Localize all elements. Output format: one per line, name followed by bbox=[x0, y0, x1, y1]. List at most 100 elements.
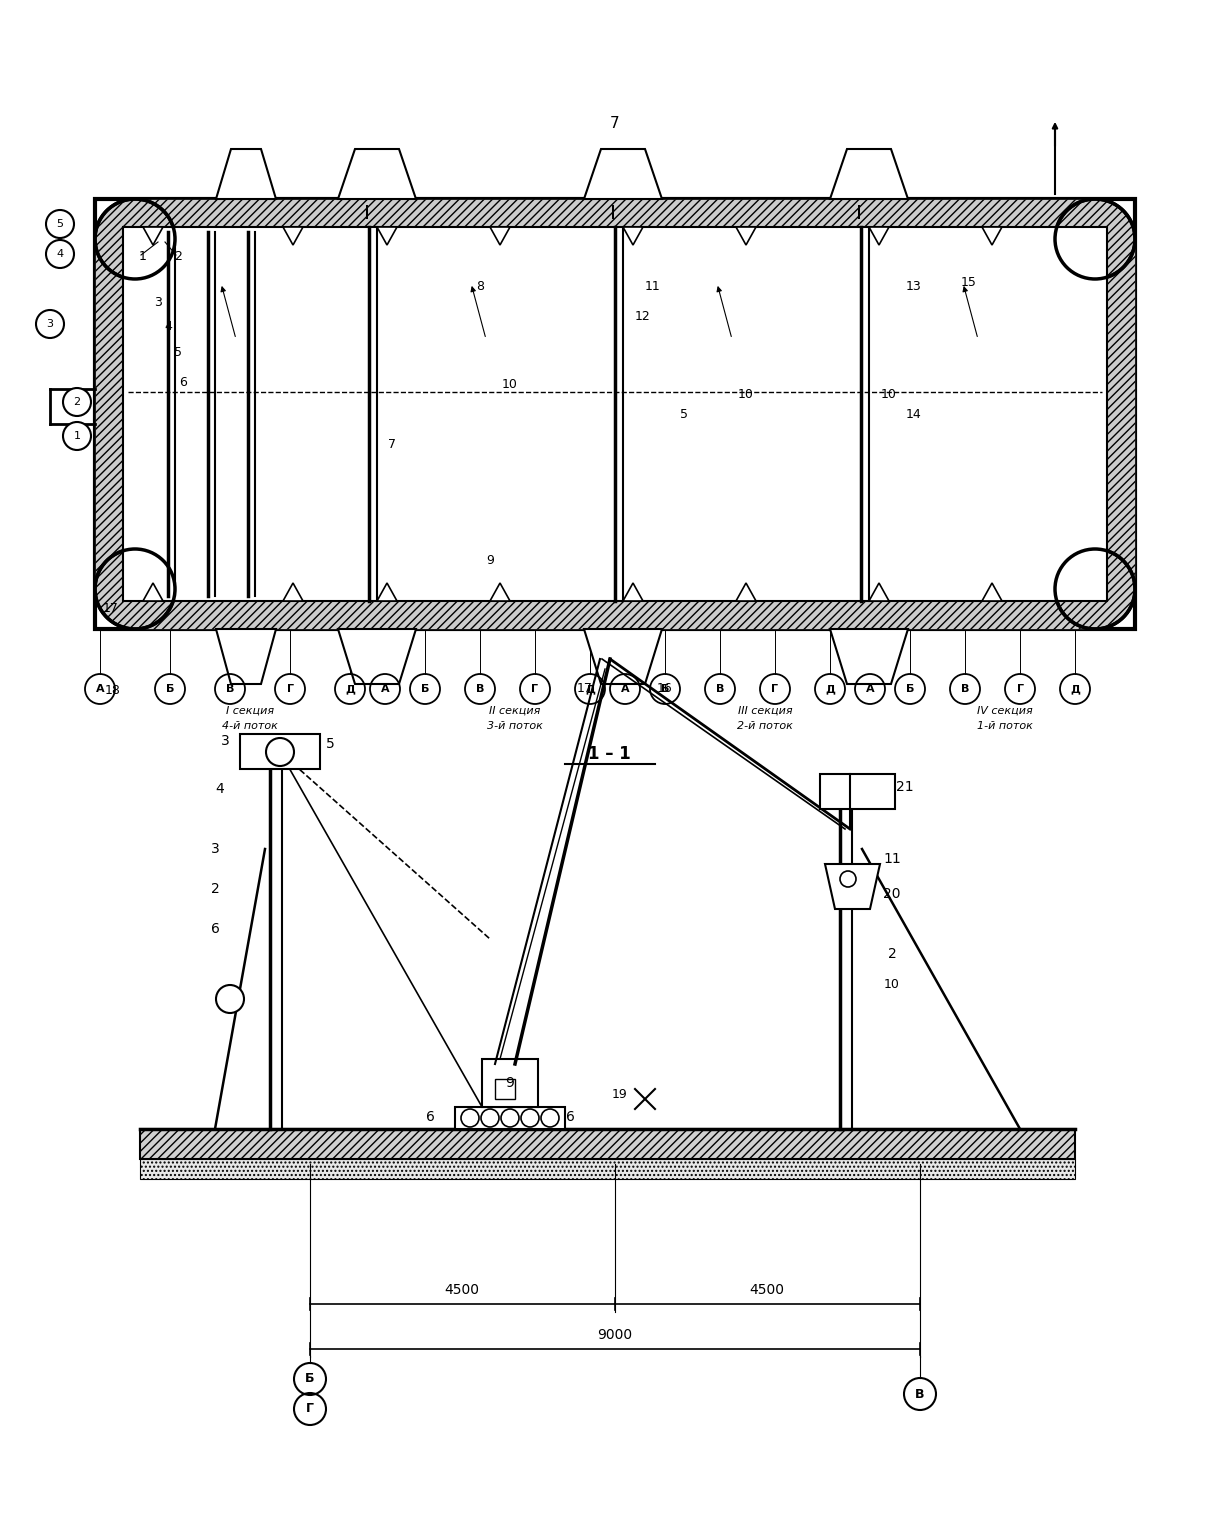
Polygon shape bbox=[736, 583, 756, 602]
Text: 10: 10 bbox=[737, 387, 753, 401]
Text: 4-й поток: 4-й поток bbox=[222, 722, 278, 731]
Text: IV секция: IV секция bbox=[978, 706, 1032, 715]
Polygon shape bbox=[584, 629, 662, 684]
Text: 4500: 4500 bbox=[750, 1284, 785, 1297]
Polygon shape bbox=[283, 583, 304, 602]
Text: 2: 2 bbox=[174, 251, 182, 263]
Bar bbox=[1107, 238, 1135, 589]
Text: А: А bbox=[380, 684, 389, 694]
Text: II секция: II секция bbox=[489, 706, 541, 715]
Polygon shape bbox=[833, 630, 906, 682]
Bar bbox=[243, 737, 318, 767]
Polygon shape bbox=[584, 149, 662, 199]
Text: В: В bbox=[475, 684, 484, 694]
Polygon shape bbox=[340, 150, 414, 197]
Polygon shape bbox=[143, 226, 163, 245]
Text: Б: Б bbox=[421, 684, 429, 694]
Polygon shape bbox=[869, 226, 889, 245]
Bar bbox=[135, 199, 1095, 226]
Text: 3: 3 bbox=[46, 319, 54, 330]
Text: В: В bbox=[961, 684, 969, 694]
Text: 6: 6 bbox=[566, 1110, 574, 1124]
Text: 13: 13 bbox=[906, 281, 922, 293]
Text: В: В bbox=[226, 684, 234, 694]
Text: 2: 2 bbox=[211, 883, 219, 896]
Text: 11: 11 bbox=[645, 281, 661, 293]
Circle shape bbox=[521, 1109, 539, 1127]
Text: 1: 1 bbox=[73, 431, 80, 441]
Text: 9: 9 bbox=[486, 554, 494, 568]
Text: 3: 3 bbox=[154, 296, 162, 308]
Bar bbox=[95, 199, 1135, 629]
Bar bbox=[495, 1078, 514, 1100]
Circle shape bbox=[501, 1109, 519, 1127]
Text: 7: 7 bbox=[611, 117, 619, 132]
Polygon shape bbox=[830, 149, 908, 199]
Text: Д: Д bbox=[1070, 684, 1080, 694]
Circle shape bbox=[840, 870, 856, 887]
Polygon shape bbox=[490, 226, 510, 245]
Text: 21: 21 bbox=[896, 779, 914, 794]
Polygon shape bbox=[283, 226, 304, 245]
Polygon shape bbox=[825, 864, 880, 908]
Polygon shape bbox=[377, 583, 397, 602]
Text: 20: 20 bbox=[884, 887, 901, 901]
Circle shape bbox=[266, 738, 294, 766]
Text: 4: 4 bbox=[56, 249, 63, 260]
Polygon shape bbox=[830, 629, 908, 684]
Polygon shape bbox=[338, 629, 416, 684]
Text: 3: 3 bbox=[211, 842, 219, 857]
Polygon shape bbox=[218, 630, 274, 682]
Bar bbox=[482, 1059, 538, 1107]
Circle shape bbox=[541, 1109, 560, 1127]
Polygon shape bbox=[586, 630, 659, 682]
Text: Г: Г bbox=[1017, 684, 1024, 694]
Text: 16: 16 bbox=[657, 682, 673, 696]
Circle shape bbox=[216, 984, 244, 1013]
Bar bbox=[135, 602, 1095, 629]
Text: Г: Г bbox=[286, 684, 294, 694]
Text: 5: 5 bbox=[174, 345, 182, 358]
Text: 9000: 9000 bbox=[597, 1328, 633, 1341]
Polygon shape bbox=[340, 630, 414, 682]
Polygon shape bbox=[218, 150, 274, 197]
Text: 14: 14 bbox=[906, 407, 922, 421]
Text: 10: 10 bbox=[502, 378, 518, 390]
Polygon shape bbox=[983, 583, 1002, 602]
Text: 2-й поток: 2-й поток bbox=[737, 722, 792, 731]
Text: Г: Г bbox=[531, 684, 539, 694]
Bar bbox=[455, 1107, 564, 1129]
Text: 5: 5 bbox=[325, 737, 334, 750]
Text: 3: 3 bbox=[221, 734, 229, 747]
Text: 6: 6 bbox=[179, 375, 187, 389]
Bar bbox=[140, 1159, 1075, 1179]
Circle shape bbox=[63, 422, 91, 450]
Text: 1: 1 bbox=[139, 251, 147, 263]
Polygon shape bbox=[143, 583, 163, 602]
Text: Д: Д bbox=[825, 684, 835, 694]
Polygon shape bbox=[983, 226, 1002, 245]
Text: 4: 4 bbox=[165, 321, 172, 334]
Text: 19: 19 bbox=[612, 1088, 628, 1100]
Text: 9: 9 bbox=[506, 1075, 514, 1091]
Text: 6: 6 bbox=[425, 1110, 434, 1124]
Bar bbox=[240, 734, 321, 769]
Text: 18: 18 bbox=[105, 685, 121, 697]
Text: 2: 2 bbox=[887, 946, 896, 962]
Text: В: В bbox=[915, 1387, 925, 1401]
Circle shape bbox=[95, 199, 176, 279]
Circle shape bbox=[63, 387, 91, 416]
Text: А: А bbox=[620, 684, 629, 694]
Text: 17: 17 bbox=[102, 603, 119, 615]
Text: В: В bbox=[716, 684, 724, 694]
Polygon shape bbox=[623, 226, 642, 245]
Text: 11: 11 bbox=[883, 852, 901, 866]
Text: А: А bbox=[865, 684, 874, 694]
Polygon shape bbox=[490, 583, 510, 602]
Text: 8: 8 bbox=[475, 281, 484, 293]
Text: 17: 17 bbox=[577, 682, 592, 696]
Circle shape bbox=[461, 1109, 479, 1127]
Text: Б: Б bbox=[661, 684, 669, 694]
Polygon shape bbox=[736, 226, 756, 245]
Text: I секция: I секция bbox=[226, 706, 274, 715]
